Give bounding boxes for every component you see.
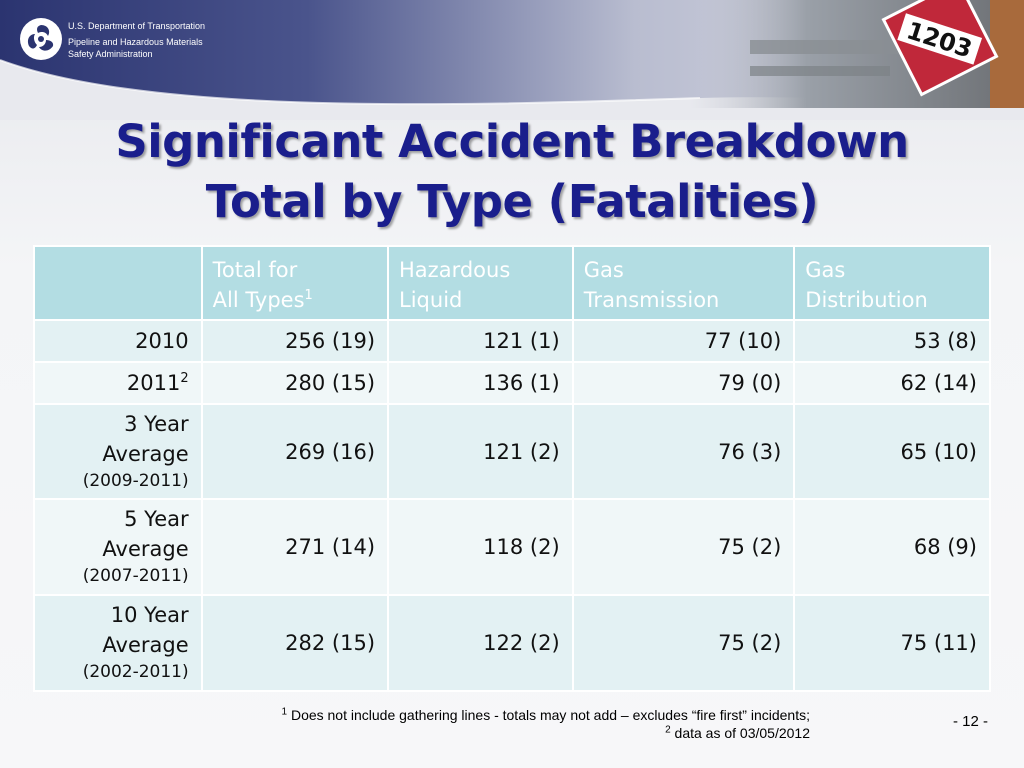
cell-hazardous-liquid: 136 (1) <box>387 361 574 405</box>
hazmat-placard-photo: 1203 <box>690 0 1024 108</box>
cell-gas-transmission: 79 (0) <box>571 361 796 405</box>
cell-hazardous-liquid: 121 (2) <box>387 403 574 500</box>
footnote-2: 2 data as of 03/05/2012 <box>665 724 810 741</box>
row-label-3-year-average: 3 Year Average (2009-2011) <box>33 403 203 500</box>
header-gas-transmission: Gas Transmission <box>571 245 796 321</box>
row-label-2011: 20112 <box>33 361 203 405</box>
cell-total: 271 (14) <box>200 498 390 596</box>
table-row: 5 Year Average (2007-2011) 271 (14) 118 … <box>33 498 991 596</box>
table-row: 10 Year Average (2002-2011) 282 (15) 122… <box>33 594 991 692</box>
cell-hazardous-liquid: 121 (1) <box>387 319 574 363</box>
cell-gas-distribution: 75 (11) <box>793 594 991 692</box>
cell-hazardous-liquid: 118 (2) <box>387 498 574 596</box>
cell-gas-transmission: 75 (2) <box>571 498 796 596</box>
cell-total: 280 (15) <box>200 361 390 405</box>
row-label-10-year-average: 10 Year Average (2002-2011) <box>33 594 203 692</box>
header-total-all-types: Total for All Types1 <box>200 245 390 321</box>
table-header-row: Total for All Types1 Hazardous Liquid Ga… <box>33 245 991 321</box>
footnote-1: 1 Does not include gathering lines - tot… <box>281 706 811 723</box>
agency-block: U.S. Department of Transportation Pipeli… <box>20 18 205 60</box>
table-row: 20112 280 (15) 136 (1) 79 (0) 62 (14) <box>33 361 991 405</box>
row-label-5-year-average: 5 Year Average (2007-2011) <box>33 498 203 596</box>
fatalities-table: Total for All Types1 Hazardous Liquid Ga… <box>33 245 991 692</box>
agency-line-3: Safety Administration <box>68 49 153 59</box>
agency-department: U.S. Department of Transportation <box>68 21 206 31</box>
cell-gas-transmission: 75 (2) <box>571 594 796 692</box>
header-corner-cell <box>33 245 203 321</box>
cell-total: 256 (19) <box>200 319 390 363</box>
page-number: - 12 - <box>952 713 988 730</box>
cell-gas-transmission: 77 (10) <box>571 319 796 363</box>
footnotes: 1 Does not include gathering lines - tot… <box>160 706 811 742</box>
cell-gas-distribution: 53 (8) <box>793 319 991 363</box>
header-hazardous-liquid: Hazardous Liquid <box>387 245 574 321</box>
cell-total: 282 (15) <box>200 594 390 692</box>
dot-triskelion-logo <box>20 18 62 60</box>
agency-line-2: Pipeline and Hazardous Materials <box>68 37 203 47</box>
cell-gas-distribution: 68 (9) <box>793 498 991 596</box>
page-title: Significant Accident Breakdown Total by … <box>0 112 1024 232</box>
table-row: 2010 256 (19) 121 (1) 77 (10) 53 (8) <box>33 319 991 363</box>
header-gas-distribution: Gas Distribution <box>793 245 991 321</box>
title-line-1: Significant Accident Breakdown <box>115 115 909 168</box>
cell-gas-distribution: 62 (14) <box>793 361 991 405</box>
cell-hazardous-liquid: 122 (2) <box>387 594 574 692</box>
cell-gas-distribution: 65 (10) <box>793 403 991 500</box>
row-label-2010: 2010 <box>33 319 203 363</box>
table-row: 3 Year Average (2009-2011) 269 (16) 121 … <box>33 403 991 500</box>
cell-gas-transmission: 76 (3) <box>571 403 796 500</box>
cell-total: 269 (16) <box>200 403 390 500</box>
title-line-2: Total by Type (Fatalities) <box>205 175 819 228</box>
